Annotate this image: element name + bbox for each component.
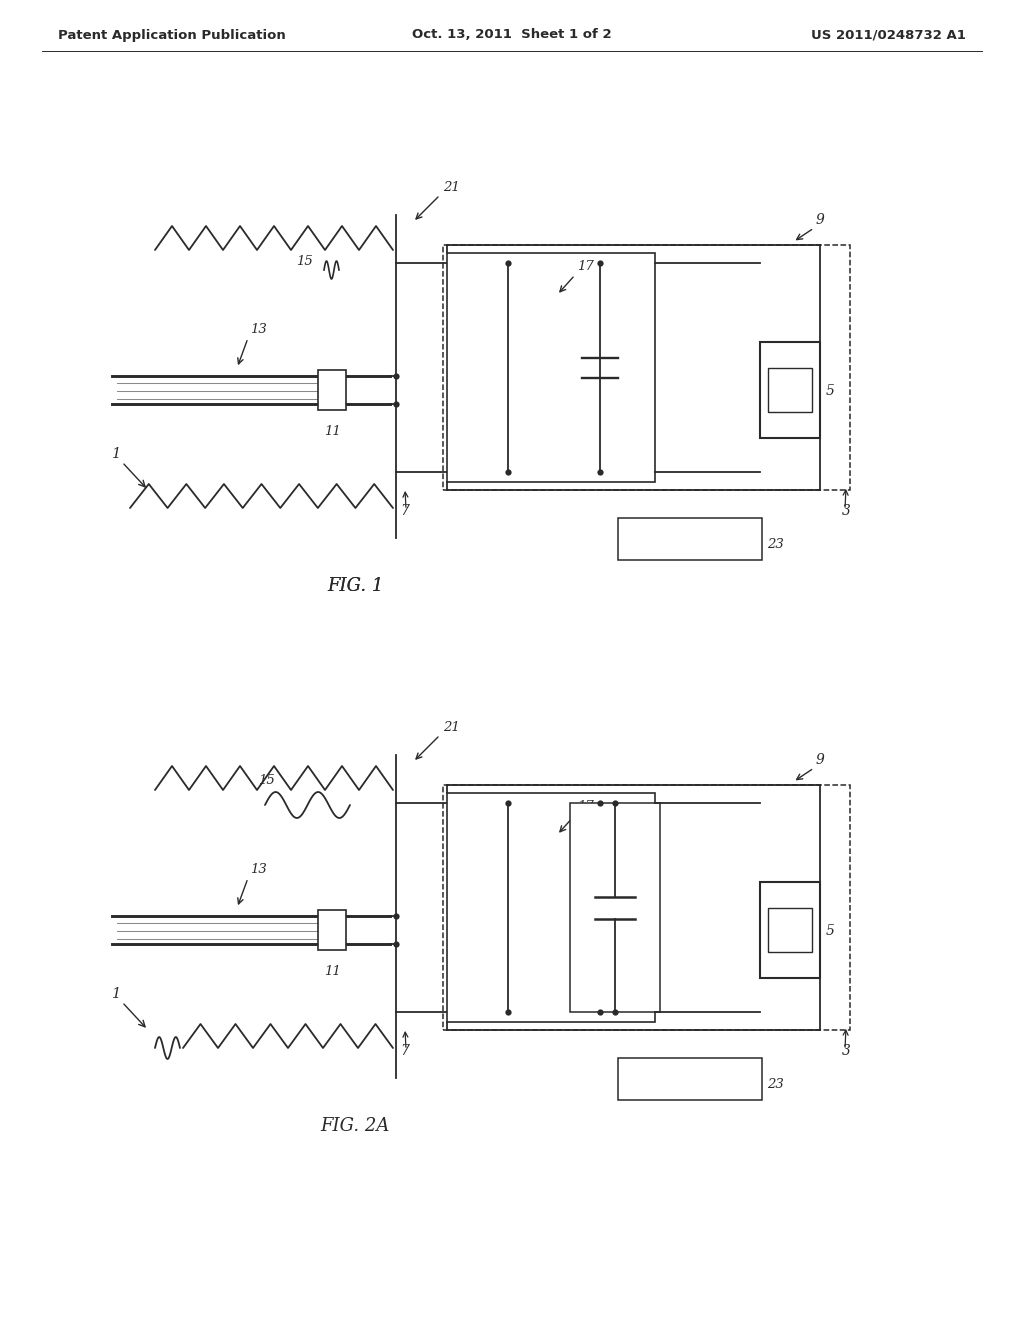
Bar: [443, 785, 850, 1030]
Text: FIG. 1: FIG. 1: [327, 577, 383, 595]
Text: 23: 23: [767, 539, 783, 552]
Bar: [768, 908, 812, 952]
Text: Oct. 13, 2011  Sheet 1 of 2: Oct. 13, 2011 Sheet 1 of 2: [413, 29, 611, 41]
Bar: [447, 253, 655, 482]
Text: US 2011/0248732 A1: US 2011/0248732 A1: [811, 29, 966, 41]
Text: FIG. 2A: FIG. 2A: [321, 1117, 390, 1135]
Text: 5: 5: [826, 924, 835, 939]
Text: 1: 1: [112, 987, 121, 1001]
Text: 23: 23: [767, 1078, 783, 1092]
Text: 13: 13: [250, 323, 266, 337]
Text: 15: 15: [296, 255, 312, 268]
Bar: [443, 246, 850, 490]
Text: 9: 9: [816, 752, 825, 767]
Text: 7: 7: [400, 504, 409, 517]
Bar: [760, 882, 820, 978]
Text: 5: 5: [826, 384, 835, 399]
Text: 19: 19: [621, 912, 638, 925]
Text: 15: 15: [258, 774, 274, 787]
Bar: [318, 370, 346, 411]
Text: 9: 9: [816, 213, 825, 227]
Bar: [447, 793, 655, 1022]
Text: 3: 3: [842, 504, 851, 517]
Bar: [570, 803, 660, 1012]
Bar: [318, 909, 346, 950]
Bar: [760, 342, 820, 438]
Text: 11: 11: [324, 425, 341, 438]
Text: 11: 11: [324, 965, 341, 978]
Text: FIG. 1: FIG. 1: [327, 577, 383, 595]
Text: Patent Application Publication: Patent Application Publication: [58, 29, 286, 41]
Bar: [618, 1059, 762, 1100]
Text: 1: 1: [112, 447, 121, 461]
Text: 7: 7: [400, 1044, 409, 1059]
Text: 17: 17: [577, 800, 594, 813]
Text: 3: 3: [842, 1044, 851, 1059]
Text: 13: 13: [250, 863, 266, 876]
Bar: [618, 517, 762, 560]
Text: 21: 21: [443, 721, 460, 734]
Text: 21: 21: [443, 181, 460, 194]
Bar: [768, 368, 812, 412]
Text: 17: 17: [577, 260, 594, 273]
